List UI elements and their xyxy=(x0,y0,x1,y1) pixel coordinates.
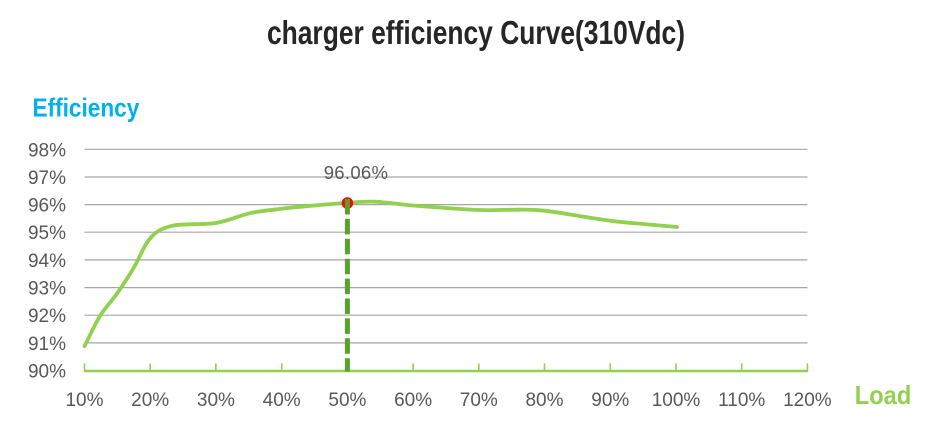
svg-text:50%: 50% xyxy=(328,390,366,411)
svg-text:98%: 98% xyxy=(28,140,66,161)
svg-text:70%: 70% xyxy=(460,390,498,411)
svg-text:93%: 93% xyxy=(28,279,66,300)
svg-text:charger efficiency Curve(310Vd: charger efficiency Curve(310Vdc) xyxy=(267,15,685,51)
svg-text:90%: 90% xyxy=(28,362,66,383)
svg-text:96.06%: 96.06% xyxy=(324,162,389,183)
svg-text:96%: 96% xyxy=(28,196,66,217)
svg-text:90%: 90% xyxy=(591,390,629,411)
svg-text:100%: 100% xyxy=(652,390,701,411)
svg-text:80%: 80% xyxy=(525,390,563,411)
svg-text:Efficiency: Efficiency xyxy=(33,94,140,123)
svg-text:40%: 40% xyxy=(263,390,301,411)
svg-text:20%: 20% xyxy=(131,390,169,411)
svg-text:97%: 97% xyxy=(28,168,66,189)
svg-text:120%: 120% xyxy=(783,390,832,411)
svg-text:10%: 10% xyxy=(65,390,103,411)
svg-text:110%: 110% xyxy=(718,390,765,411)
svg-text:95%: 95% xyxy=(28,223,66,244)
svg-text:30%: 30% xyxy=(197,390,235,411)
svg-text:91%: 91% xyxy=(28,334,66,355)
svg-text:60%: 60% xyxy=(394,390,432,411)
svg-text:Load: Load xyxy=(855,382,911,410)
svg-text:92%: 92% xyxy=(28,306,66,327)
svg-text:94%: 94% xyxy=(28,251,66,272)
